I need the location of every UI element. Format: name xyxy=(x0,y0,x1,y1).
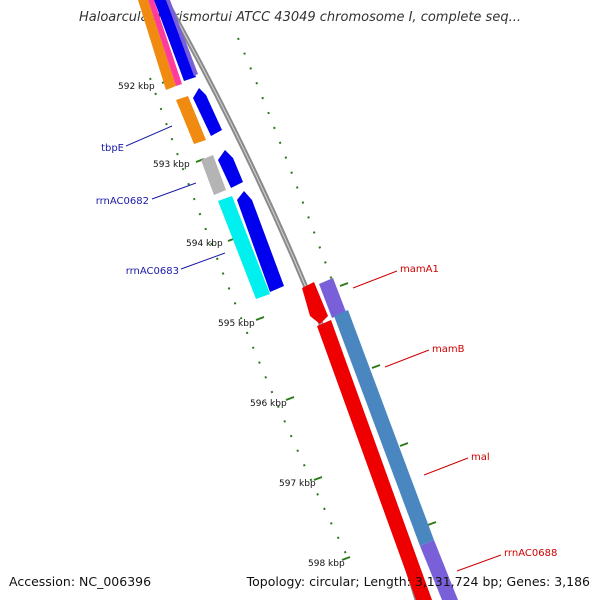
leader-rrnAC0688 xyxy=(456,554,502,572)
backbone-line xyxy=(162,0,420,600)
major-tick-597 xyxy=(313,476,323,481)
major-tick-595 xyxy=(255,316,265,321)
major-tick-596 xyxy=(285,396,295,401)
feature-orange-tbpE xyxy=(176,96,206,144)
gene-label-mamA1[interactable]: mamA1 xyxy=(400,264,439,275)
gene-label-mal[interactable]: mal xyxy=(471,452,490,463)
backbone-inner-line xyxy=(165,0,418,600)
outer-tick-c xyxy=(399,442,409,447)
kbp-labels: 592 kbp 593 kbp 594 kbp 595 kbp 596 kbp … xyxy=(118,82,345,569)
gene-labels-right: mamA1 mamB mal rrnAC0688 xyxy=(400,264,557,559)
major-tick-598 xyxy=(341,556,351,561)
kbp-label: 597 kbp xyxy=(279,479,316,489)
leader-lines xyxy=(125,125,502,572)
feature-purple-rrnAC0688 xyxy=(420,540,458,600)
kbp-label: 598 kbp xyxy=(308,559,345,569)
leader-mal xyxy=(423,457,469,476)
feature-red-arrow-mamA1 xyxy=(302,282,328,324)
feature-purple-mamA1 xyxy=(319,278,346,318)
feature-blue-top xyxy=(154,0,196,81)
map-title: Haloarcula marismortui ATCC 43049 chromo… xyxy=(79,10,521,25)
feature-steelblue-long xyxy=(334,310,434,546)
feature-gray-rrnAC0682 xyxy=(201,155,226,195)
feature-right-cluster xyxy=(302,278,458,600)
feature-purple-top xyxy=(166,0,198,76)
accession-text: Accession: NC_006396 xyxy=(9,574,152,589)
kbp-label: 593 kbp xyxy=(153,160,190,170)
feature-blue-arrow-rrnAC0682 xyxy=(218,150,243,188)
gene-label-rrnAC0683[interactable]: rrnAC0683 xyxy=(126,266,179,277)
gene-label-mamB[interactable]: mamB xyxy=(432,344,465,355)
gene-label-rrnAC0688[interactable]: rrnAC0688 xyxy=(504,548,557,559)
inner-dot-track xyxy=(149,77,351,563)
leader-rrnAC0682 xyxy=(151,182,197,200)
gene-label-tbpE[interactable]: tbpE xyxy=(101,143,124,154)
outer-tick-d xyxy=(427,521,437,526)
feature-cyan-rrnAC0683 xyxy=(218,196,270,299)
kbp-label: 594 kbp xyxy=(186,239,223,249)
feature-pink-top xyxy=(148,0,182,86)
outer-tick-b xyxy=(371,364,381,369)
leader-tbpE xyxy=(125,125,173,147)
kbp-label: 596 kbp xyxy=(250,399,287,409)
kbp-label: 595 kbp xyxy=(218,319,255,329)
topology-text: Topology: circular; Length: 3,131,724 bp… xyxy=(246,574,590,589)
feature-blue-arrow-rrnAC0683 xyxy=(237,191,284,292)
top-features xyxy=(138,0,198,90)
tick-track-group xyxy=(149,37,445,581)
feature-red-long xyxy=(317,320,432,600)
kbp-label: 592 kbp xyxy=(118,82,155,92)
feature-blue-arrow-tbpE xyxy=(193,88,222,136)
feature-rrnAC0682 xyxy=(201,150,243,195)
leader-mamB xyxy=(384,349,430,368)
leader-mamA1 xyxy=(352,270,398,289)
feature-orange-top xyxy=(138,0,176,90)
feature-rrnAC0683 xyxy=(218,191,284,299)
outer-tick-a xyxy=(339,282,349,287)
feature-tbpE xyxy=(176,88,222,144)
gene-label-rrnAC0682[interactable]: rrnAC0682 xyxy=(96,196,149,207)
backbone-group xyxy=(162,0,420,600)
leader-rrnAC0683 xyxy=(180,252,226,270)
gene-labels-left: tbpE rrnAC0682 rrnAC0683 xyxy=(96,143,179,277)
